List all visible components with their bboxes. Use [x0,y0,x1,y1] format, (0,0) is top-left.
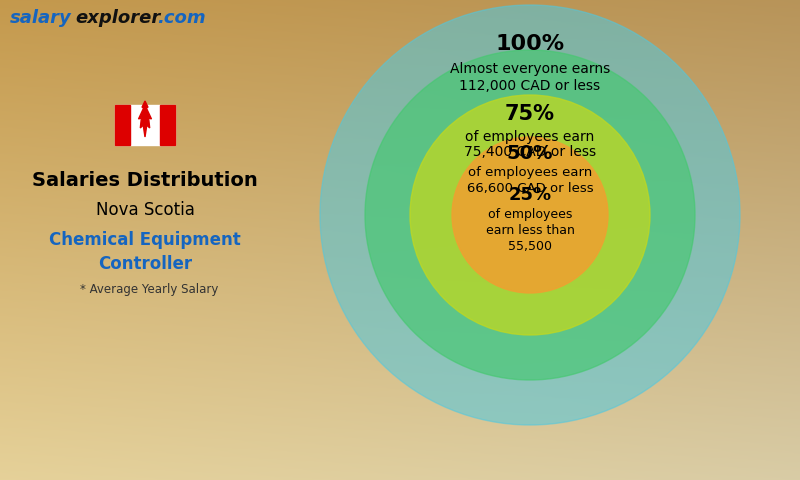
Text: 100%: 100% [495,34,565,54]
Text: Almost everyone earns: Almost everyone earns [450,62,610,76]
Text: 50%: 50% [506,144,554,163]
Text: .com: .com [157,9,206,27]
Text: 66,600 CAD or less: 66,600 CAD or less [466,182,594,195]
Text: * Average Yearly Salary: * Average Yearly Salary [80,284,218,297]
Bar [115,105,130,145]
Text: Salaries Distribution: Salaries Distribution [32,170,258,190]
Bar [115,105,175,145]
Circle shape [365,50,695,380]
Text: of employees earn: of employees earn [468,166,592,179]
Text: Chemical Equipment
Controller: Chemical Equipment Controller [49,231,241,273]
Circle shape [410,95,650,335]
Text: explorer: explorer [75,9,160,27]
Text: 25%: 25% [509,186,551,204]
Text: 112,000 CAD or less: 112,000 CAD or less [459,79,601,93]
Circle shape [452,137,608,293]
Text: 75,400 CAD or less: 75,400 CAD or less [464,145,596,159]
Polygon shape [138,101,151,137]
Text: 55,500: 55,500 [508,240,552,253]
Text: salary: salary [10,9,72,27]
Text: Nova Scotia: Nova Scotia [95,201,194,219]
Text: of employees: of employees [488,208,572,221]
Text: of employees earn: of employees earn [466,130,594,144]
Bar [160,105,175,145]
Circle shape [320,5,740,425]
Text: 75%: 75% [505,105,555,124]
Text: earn less than: earn less than [486,224,574,237]
